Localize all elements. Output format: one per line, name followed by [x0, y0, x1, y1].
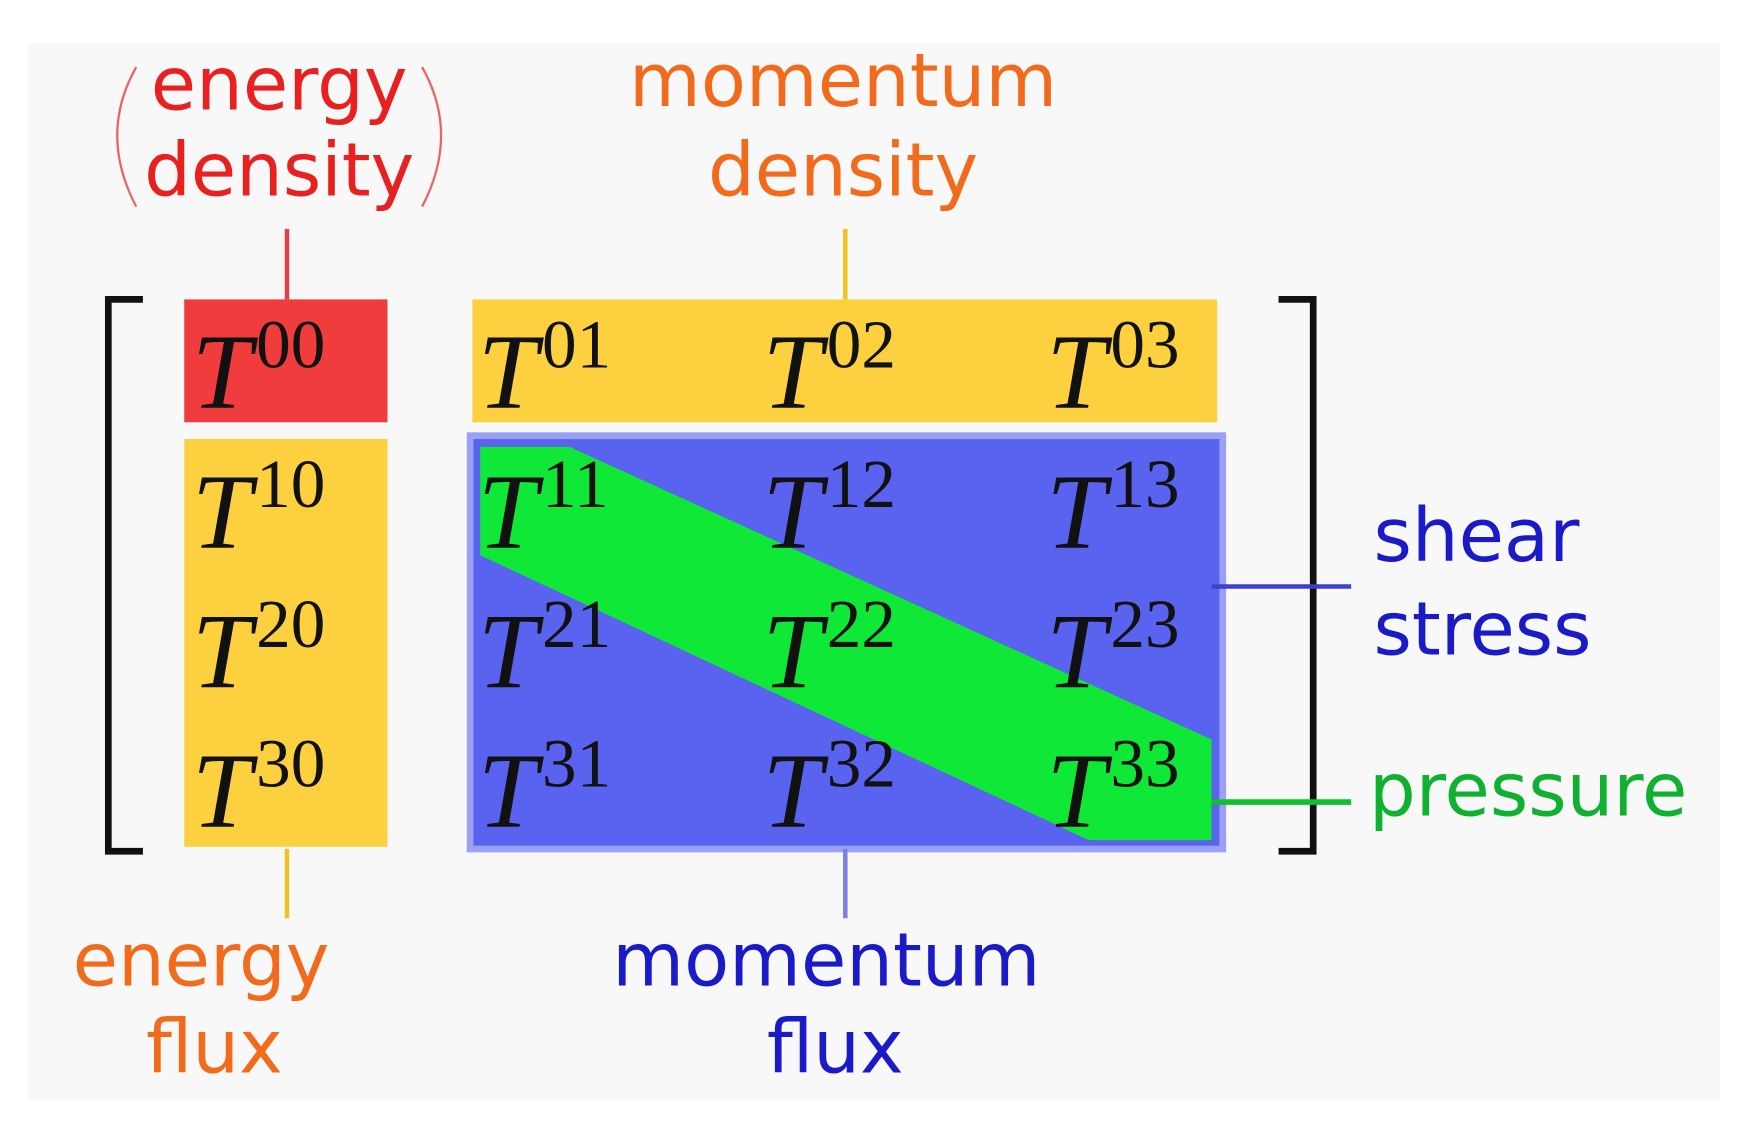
label: flux [146, 1005, 283, 1090]
label: energy [73, 918, 330, 1003]
entry-index: 03 [1110, 306, 1179, 383]
matrix-entry: T23 [1046, 585, 1179, 711]
entry-index: 10 [256, 445, 325, 522]
entry-index: 20 [256, 585, 325, 662]
matrix-entry: T31 [478, 724, 611, 850]
entry-symbol: T [763, 313, 829, 432]
entry-symbol: T [192, 313, 258, 432]
label: momentum [629, 39, 1057, 124]
entry-symbol: T [1046, 452, 1112, 571]
matrix-entry: T20 [192, 585, 325, 711]
matrix-entry: T30 [192, 724, 325, 850]
entry-symbol: T [1046, 592, 1112, 711]
matrix-entry: T13 [1046, 445, 1179, 571]
matrix-entry: T00 [192, 306, 325, 432]
entry-symbol: T [1046, 313, 1112, 432]
label: stress [1374, 588, 1592, 673]
entry-index: 32 [827, 724, 896, 801]
entry-symbol: T [763, 452, 829, 571]
entry-symbol: T [478, 732, 544, 851]
entry-index: 30 [256, 724, 325, 801]
matrix-entry: T32 [763, 724, 896, 850]
matrix-entry: T33 [1046, 724, 1179, 850]
matrix-entry: T12 [763, 445, 896, 571]
left-bracket [104, 296, 143, 855]
energy-density-cell [184, 299, 388, 423]
entry-index: 31 [542, 724, 611, 801]
entry-symbol: T [192, 732, 258, 851]
matrix-entry: T22 [763, 585, 896, 711]
matrix-entry: T01 [478, 306, 611, 432]
entry-index: 23 [1110, 585, 1179, 662]
momentum-density-row [472, 299, 1218, 423]
label: density [144, 128, 414, 213]
matrix-entry: T03 [1046, 306, 1179, 432]
entry-symbol: T [478, 452, 544, 571]
label: shear [1374, 494, 1581, 579]
parenthesis [421, 66, 443, 208]
entry-index: 33 [1110, 724, 1179, 801]
entry-symbol: T [192, 592, 258, 711]
entry-index: 02 [827, 306, 896, 383]
entry-symbol: T [478, 592, 544, 711]
entry-index: 11 [542, 445, 609, 522]
entry-symbol: T [1046, 732, 1112, 851]
energy-flux-column [184, 439, 388, 847]
parenthesis [116, 66, 138, 208]
entry-symbol: T [478, 313, 544, 432]
pressure-diagonal [480, 446, 1212, 841]
entry-symbol: T [192, 452, 258, 571]
matrix-entry: T11 [478, 445, 609, 571]
entry-symbol: T [763, 592, 829, 711]
label: flux [767, 1005, 904, 1090]
label: density [708, 128, 978, 213]
label: pressure [1369, 748, 1687, 833]
entry-index: 12 [827, 445, 896, 522]
entry-index: 01 [542, 306, 611, 383]
entry-index: 22 [827, 585, 896, 662]
entry-index: 21 [542, 585, 611, 662]
entry-index: 13 [1110, 445, 1179, 522]
matrix-entry: T21 [478, 585, 611, 711]
entry-symbol: T [763, 732, 829, 851]
label: energy [151, 42, 408, 127]
entry-index: 00 [256, 306, 325, 383]
matrix-entry: T10 [192, 445, 325, 571]
right-bracket [1278, 296, 1317, 855]
matrix-entry: T02 [763, 306, 896, 432]
label: momentum [612, 918, 1040, 1003]
